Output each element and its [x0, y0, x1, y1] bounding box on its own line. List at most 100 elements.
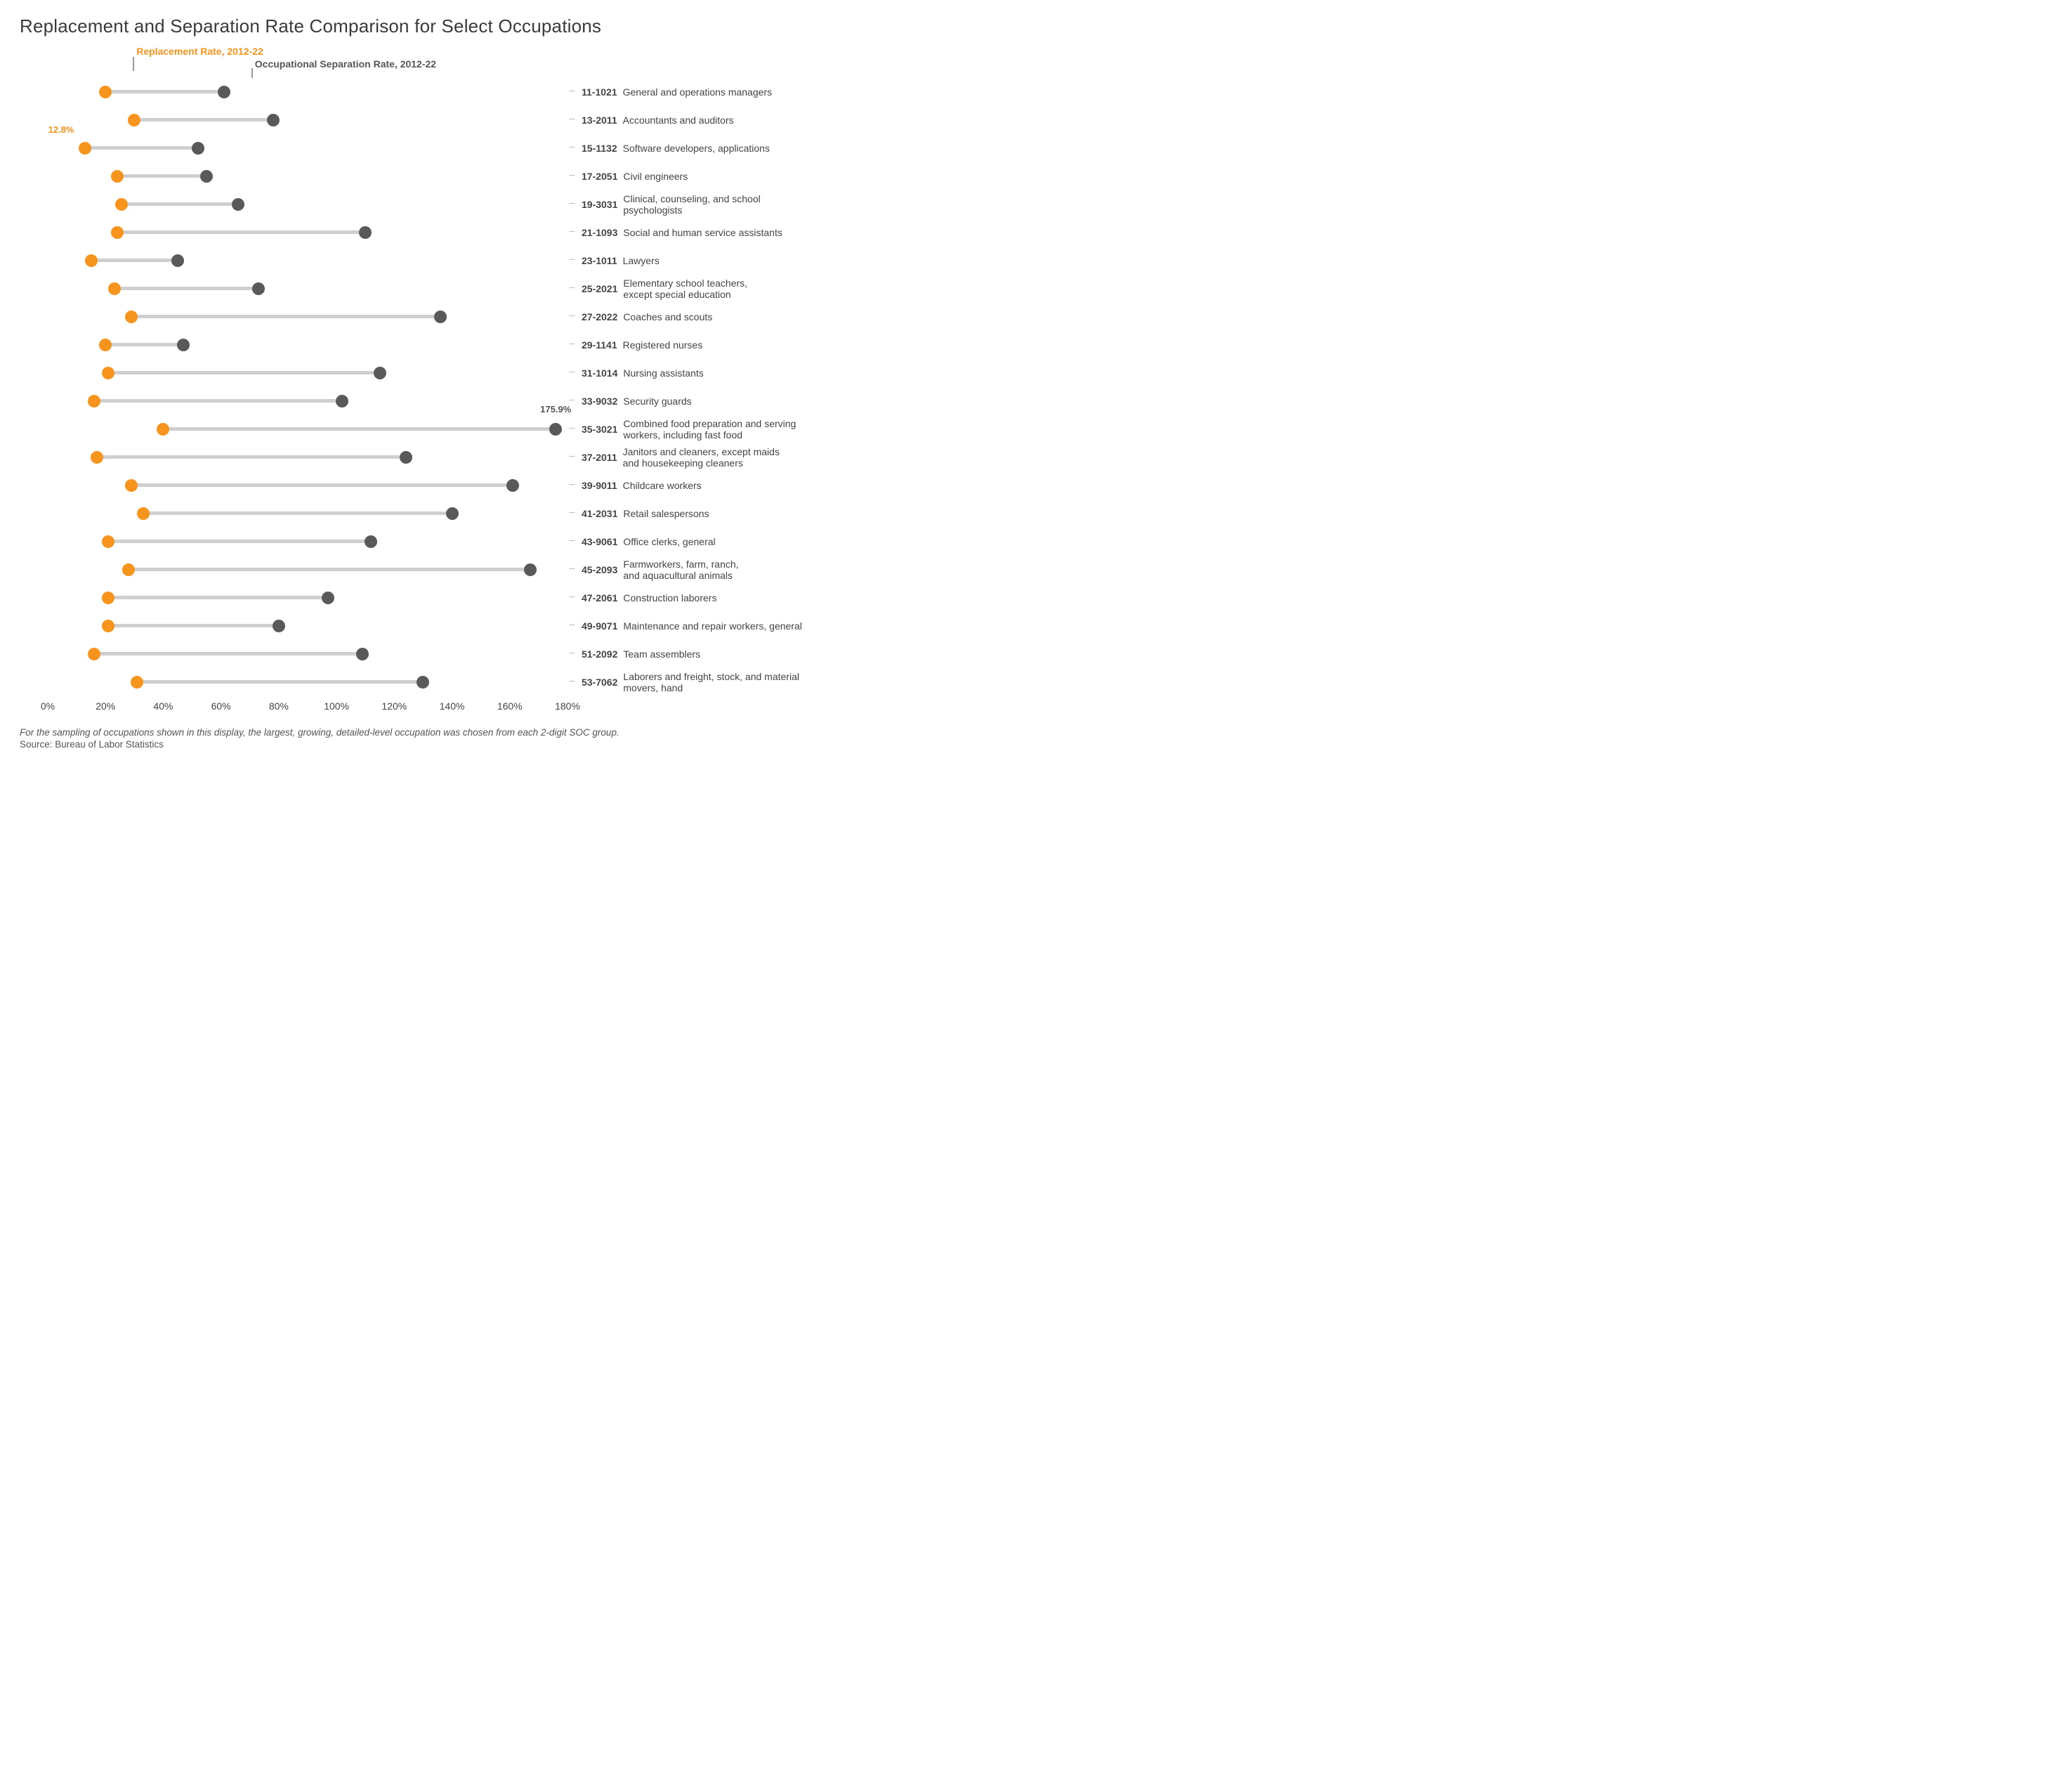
- replacement-dot: [108, 282, 121, 295]
- connector-line: [117, 230, 366, 234]
- occupation-name: Social and human service assistants: [623, 227, 782, 238]
- row-tick-dash: [569, 512, 575, 513]
- row-tick-dash: [569, 568, 575, 569]
- occupation-code: 53-7062: [582, 677, 617, 688]
- occupation-code: 47-2061: [582, 592, 617, 604]
- connector-line: [114, 287, 259, 290]
- replacement-dot: [157, 423, 169, 436]
- replacement-dot: [88, 648, 100, 660]
- x-tick-label: 80%: [269, 700, 289, 712]
- chart-row: 37-2011Janitors and cleaners, except mai…: [20, 443, 809, 471]
- chart-row: 39-9011Childcare workers: [20, 471, 809, 500]
- row-label: 43-9061Office clerks, general: [582, 528, 716, 556]
- separation-dot: [417, 676, 429, 689]
- replacement-dot: [99, 86, 112, 98]
- row-label: 17-2051Civil engineers: [582, 162, 688, 190]
- replacement-dot: [102, 620, 114, 632]
- connector-line: [105, 90, 224, 93]
- occupation-code: 13-2011: [582, 115, 617, 126]
- occupation-code: 43-9061: [582, 536, 617, 547]
- replacement-dot: [88, 395, 100, 407]
- chart-row: 27-2022 Coaches and scouts: [20, 303, 809, 331]
- row-label: 13-2011 Accountants and auditors: [582, 106, 734, 134]
- legend-tick-separation: [251, 68, 253, 78]
- connector-line: [108, 596, 327, 599]
- legend-replacement-label: Replacement Rate, 2012-22: [136, 46, 263, 57]
- x-tick-label: 0%: [41, 700, 55, 712]
- separation-dot: [506, 479, 519, 492]
- occupation-code: 27-2022: [582, 311, 617, 322]
- row-label: 31-1014 Nursing assistants: [582, 359, 704, 387]
- occupation-name: Civil engineers: [623, 171, 688, 182]
- occupation-code: 31-1014: [582, 367, 617, 379]
- occupation-code: 23-1011: [582, 255, 617, 266]
- occupation-name: Registered nurses: [623, 339, 703, 351]
- connector-line: [134, 118, 273, 122]
- connector-line: [108, 540, 371, 543]
- row-label: 25-2021Elementary school teachers,except…: [582, 275, 747, 303]
- chart-row: 23-1011 Lawyers: [20, 247, 809, 275]
- row-label: 45-2093Farmworkers, farm, ranch,and aqua…: [582, 556, 739, 584]
- separation-dot: [549, 423, 562, 436]
- replacement-dot: [137, 507, 150, 520]
- occupation-name: Nursing assistants: [623, 367, 703, 379]
- chart-row: 15-1132Software developers, applications…: [20, 134, 809, 162]
- chart-row: 45-2093Farmworkers, farm, ranch,and aqua…: [20, 556, 809, 584]
- occupation-name: Elementary school teachers,except specia…: [623, 278, 747, 300]
- occupation-code: 39-9011: [582, 480, 617, 491]
- chart-row: 17-2051Civil engineers: [20, 162, 809, 190]
- chart-row: 53-7062 Laborers and freight, stock, and …: [20, 668, 809, 696]
- replacement-dot: [102, 367, 114, 379]
- row-tick-dash: [569, 259, 575, 260]
- separation-dot: [267, 114, 280, 126]
- footer: For the sampling of occupations shown in…: [20, 727, 809, 750]
- row-tick-dash: [569, 596, 575, 597]
- row-tick-dash: [569, 231, 575, 232]
- footnote: For the sampling of occupations shown in…: [20, 727, 809, 738]
- x-tick-label: 140%: [440, 700, 465, 712]
- occupation-code: 45-2093: [582, 564, 617, 575]
- replacement-dot: [125, 479, 138, 492]
- occupation-name: Accountants and auditors: [623, 115, 734, 126]
- chart-row: 41-2031 Retail salespersons: [20, 500, 809, 528]
- separation-dot: [252, 282, 265, 295]
- row-tick-dash: [569, 287, 575, 288]
- connector-line: [122, 202, 239, 206]
- x-tick-label: 20%: [96, 700, 115, 712]
- separation-dot: [356, 648, 369, 660]
- connector-line: [108, 371, 379, 374]
- separation-dot: [374, 367, 386, 379]
- chart-row: 25-2021Elementary school teachers,except…: [20, 275, 809, 303]
- connector-line: [94, 399, 343, 403]
- x-tick-label: 60%: [211, 700, 231, 712]
- chart-row: 29-1141 Registered nurses: [20, 331, 809, 359]
- row-label: 29-1141 Registered nurses: [582, 331, 702, 359]
- x-tick-label: 40%: [153, 700, 173, 712]
- separation-dot: [218, 86, 230, 98]
- chart-row: 13-2011 Accountants and auditors: [20, 106, 809, 134]
- connector-line: [105, 343, 183, 346]
- legend-tick-replacement: [133, 57, 134, 71]
- separation-dot: [359, 226, 372, 239]
- x-axis: 0%20%40%60%80%100%120%140%160%180%: [20, 699, 809, 720]
- connector-line: [137, 680, 423, 684]
- occupation-name: Retail salespersons: [623, 508, 709, 519]
- row-tick-dash: [569, 203, 575, 204]
- replacement-dot: [131, 676, 143, 689]
- occupation-code: 41-2031: [582, 508, 617, 519]
- connector-line: [117, 174, 206, 178]
- occupation-code: 29-1141: [582, 339, 617, 351]
- separation-dot: [232, 198, 244, 211]
- occupation-code: 51-2092: [582, 648, 617, 660]
- value-callout: 175.9%: [540, 404, 571, 415]
- occupation-code: 33-9032: [582, 396, 617, 407]
- occupation-code: 21-1093: [582, 227, 617, 238]
- row-label: 21-1093 Social and human service assistan…: [582, 218, 782, 247]
- replacement-dot: [115, 198, 128, 211]
- separation-dot: [400, 451, 412, 464]
- occupation-name: Coaches and scouts: [623, 311, 712, 322]
- chart-row: 43-9061Office clerks, general: [20, 528, 809, 556]
- occupation-name: Lawyers: [623, 255, 660, 266]
- connector-line: [131, 315, 440, 318]
- occupation-name: Laborers and freight, stock, and materia…: [623, 671, 799, 693]
